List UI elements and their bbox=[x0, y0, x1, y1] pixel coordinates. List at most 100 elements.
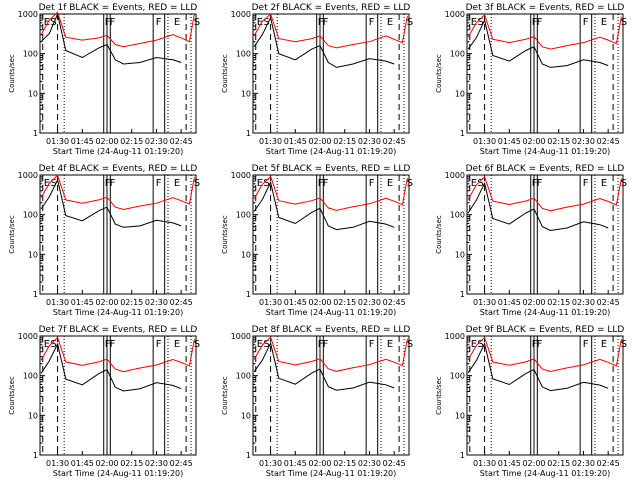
event-annotation: F bbox=[110, 178, 116, 189]
events-series-line bbox=[253, 180, 395, 231]
x-tick-label: 02:45 bbox=[597, 459, 620, 468]
events-series-line bbox=[467, 342, 609, 392]
events-series-line bbox=[467, 18, 609, 68]
y-axis-label: Counts/sec bbox=[8, 54, 16, 93]
event-annotation: F bbox=[156, 339, 162, 350]
event-annotation: F bbox=[318, 178, 324, 189]
event-annotation: F bbox=[318, 339, 324, 350]
x-axis-label: Start Time (24-Aug-11 01:19:20) bbox=[53, 308, 184, 317]
event-annotation: F bbox=[369, 17, 375, 28]
x-tick-label: 02:00 bbox=[95, 137, 118, 146]
event-annotation: E bbox=[387, 339, 393, 350]
x-tick-label: 01:30 bbox=[259, 298, 282, 307]
y-axis-label: Counts/sec bbox=[221, 376, 229, 415]
x-tick-label: 01:30 bbox=[259, 459, 282, 468]
y-tick-label: 1000 bbox=[18, 171, 38, 180]
x-tick-label: 01:30 bbox=[259, 137, 282, 146]
event-annotation: F bbox=[583, 339, 589, 350]
x-tick-label: 01:30 bbox=[473, 298, 496, 307]
y-axis-label: Counts/sec bbox=[435, 215, 443, 254]
x-tick-label: 02:15 bbox=[120, 298, 143, 307]
events-series-line bbox=[467, 181, 609, 232]
panel-title: Det 1f BLACK = Events, RED = LLD bbox=[39, 3, 198, 13]
x-tick-label: 02:30 bbox=[572, 459, 595, 468]
x-tick-label: 01:45 bbox=[71, 298, 94, 307]
y-tick-label: 100 bbox=[450, 50, 465, 59]
x-axis-label: Start Time (24-Aug-11 01:19:20) bbox=[480, 147, 611, 156]
y-tick-label: 1 bbox=[246, 129, 251, 138]
x-tick-label: 01:45 bbox=[284, 298, 307, 307]
event-annotation: S bbox=[263, 339, 269, 350]
x-tick-label: 02:45 bbox=[170, 459, 193, 468]
event-annotation: F bbox=[537, 17, 543, 28]
detector-panel: Det 3f BLACK = Events, RED = LLD 1 10 100 10… bbox=[435, 3, 627, 156]
event-annotation: S bbox=[407, 178, 413, 189]
y-tick-label: 100 bbox=[23, 211, 38, 220]
x-tick-label: 02:00 bbox=[308, 298, 331, 307]
event-annotation: F bbox=[318, 17, 324, 28]
x-tick-label: 02:15 bbox=[120, 137, 143, 146]
x-tick-label: 02:00 bbox=[522, 298, 545, 307]
y-tick-label: 1000 bbox=[231, 332, 251, 341]
x-tick-label: 01:45 bbox=[71, 137, 94, 146]
x-tick-label: 02:30 bbox=[145, 298, 168, 307]
panel-title: Det 9f BLACK = Events, RED = LLD bbox=[466, 325, 625, 335]
plot-frame bbox=[252, 335, 410, 456]
detector-panel: Det 6f BLACK = Events, RED = LLD 1 10 100 10… bbox=[435, 164, 627, 317]
detector-panel: Det 8f BLACK = Events, RED = LLD 1 10 100 10… bbox=[221, 325, 413, 478]
y-tick-label: 100 bbox=[236, 50, 251, 59]
event-annotation: S bbox=[263, 17, 269, 28]
x-tick-label: 02:30 bbox=[572, 137, 595, 146]
x-tick-label: 02:45 bbox=[383, 459, 406, 468]
y-axis-label: Counts/sec bbox=[435, 54, 443, 93]
event-annotation: E bbox=[257, 178, 263, 189]
events-series-line bbox=[253, 341, 395, 391]
y-tick-label: 1 bbox=[460, 290, 465, 299]
event-annotation: S bbox=[621, 339, 627, 350]
event-annotation: E bbox=[44, 178, 50, 189]
x-axis-label: Start Time (24-Aug-11 01:19:20) bbox=[266, 147, 397, 156]
x-tick-label: 01:45 bbox=[498, 298, 521, 307]
y-tick-label: 10 bbox=[28, 411, 38, 420]
y-tick-label: 10 bbox=[455, 250, 465, 259]
event-annotation: E bbox=[174, 17, 180, 28]
x-tick-label: 02:15 bbox=[333, 459, 356, 468]
x-tick-label: 02:15 bbox=[120, 459, 143, 468]
lld-series-line bbox=[467, 336, 622, 373]
x-tick-label: 01:45 bbox=[284, 459, 307, 468]
plot-frame bbox=[466, 335, 624, 456]
event-annotation: E bbox=[471, 339, 477, 350]
x-tick-label: 02:30 bbox=[358, 137, 381, 146]
x-axis-label: Start Time (24-Aug-11 01:19:20) bbox=[53, 469, 184, 478]
panel-title: Det 6f BLACK = Events, RED = LLD bbox=[466, 164, 625, 174]
x-tick-label: 02:00 bbox=[95, 298, 118, 307]
y-tick-label: 10 bbox=[241, 250, 251, 259]
event-annotation: E bbox=[601, 178, 607, 189]
x-tick-label: 01:45 bbox=[71, 459, 94, 468]
event-annotation: S bbox=[194, 178, 200, 189]
event-annotation: F bbox=[323, 178, 329, 189]
lld-series-line bbox=[40, 174, 195, 211]
y-tick-label: 1 bbox=[33, 290, 38, 299]
y-axis-label: Counts/sec bbox=[435, 376, 443, 415]
event-annotation: S bbox=[50, 339, 56, 350]
y-tick-label: 10 bbox=[455, 89, 465, 98]
event-annotation: F bbox=[323, 17, 329, 28]
lld-series-line bbox=[467, 13, 622, 50]
event-annotation: F bbox=[105, 17, 111, 28]
y-tick-label: 100 bbox=[23, 50, 38, 59]
y-tick-label: 1000 bbox=[18, 10, 38, 19]
plot-frame bbox=[39, 13, 197, 134]
event-annotation: F bbox=[537, 178, 543, 189]
x-tick-label: 02:30 bbox=[145, 459, 168, 468]
y-axis-label: Counts/sec bbox=[8, 215, 16, 254]
x-tick-label: 02:30 bbox=[572, 298, 595, 307]
x-tick-label: 01:30 bbox=[473, 459, 496, 468]
y-tick-label: 1 bbox=[460, 129, 465, 138]
events-series-line bbox=[40, 178, 182, 228]
detector-panel: Det 9f BLACK = Events, RED = LLD 1 10 100 10… bbox=[435, 325, 627, 478]
y-tick-label: 100 bbox=[23, 372, 38, 381]
y-tick-label: 10 bbox=[28, 89, 38, 98]
event-annotation: S bbox=[621, 17, 627, 28]
